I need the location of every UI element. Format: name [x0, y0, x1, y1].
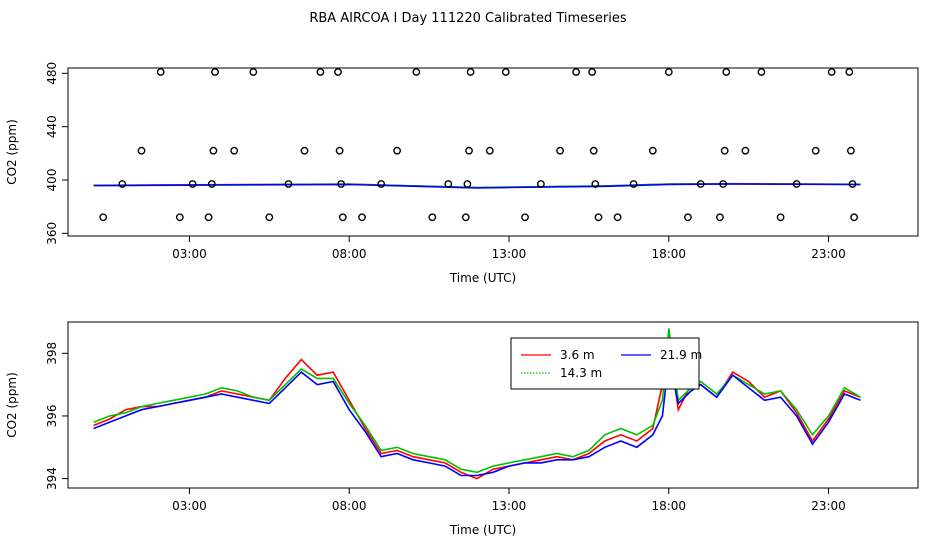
top-data-point	[588, 68, 596, 76]
top-ylabel: CO2 (ppm)	[5, 119, 19, 185]
top-ytick-label: 480	[45, 62, 59, 85]
top-data-point	[412, 68, 421, 76]
bottom-plot-frame	[67, 321, 919, 489]
bottom-series-line-14.3m	[93, 328, 861, 474]
legend-label-3.6m: 3.6 m	[560, 348, 595, 362]
top-data-point	[207, 180, 216, 188]
bottom-xlabel: Time (UTC)	[449, 523, 516, 537]
top-data-point	[594, 213, 603, 222]
top-data-point	[428, 213, 437, 222]
bottom-xtick-label: 13:00	[492, 499, 527, 513]
top-data-point	[300, 146, 309, 155]
bottom-series-line-21.9m	[93, 359, 861, 477]
bottom-axes: 03:00 08:00 13:00 18:00 23:00 394 396 398	[45, 342, 846, 513]
top-data-point	[648, 146, 657, 155]
top-data-point	[722, 68, 731, 76]
top-data-point	[848, 180, 857, 188]
top-xtick-label: 23:00	[811, 247, 846, 261]
top-data-point	[358, 213, 366, 222]
top-data-point	[265, 213, 274, 222]
top-data-point	[466, 68, 475, 76]
top-data-point	[204, 213, 213, 222]
top-plot-frame	[67, 67, 919, 237]
top-xtick-label: 18:00	[651, 247, 686, 261]
top-data-point	[230, 146, 239, 155]
top-ytick-label: 400	[45, 169, 59, 192]
top-data-point	[827, 68, 836, 76]
top-data-point	[776, 213, 785, 222]
legend-box	[510, 337, 700, 390]
top-data-point	[572, 68, 580, 76]
top-data-point	[284, 180, 293, 188]
top-xtick-label: 13:00	[492, 247, 527, 261]
top-data-point	[556, 146, 564, 155]
top-data-point	[521, 213, 529, 222]
top-xlabel: Time (UTC)	[449, 271, 516, 285]
top-data-point	[444, 180, 453, 188]
top-data-point	[684, 213, 692, 222]
top-data-point	[501, 68, 510, 76]
top-xtick-label: 03:00	[172, 247, 207, 261]
bottom-series-line-3.6m	[93, 343, 861, 480]
top-data-point	[337, 180, 346, 188]
top-data-point	[485, 146, 494, 155]
top-data-point	[716, 213, 724, 222]
bottom-xtick-label: 23:00	[811, 499, 846, 513]
top-data-point	[696, 180, 705, 188]
top-data-point	[377, 180, 386, 188]
top-data-point	[613, 213, 622, 222]
top-data-point	[188, 180, 197, 188]
top-data-point	[589, 146, 598, 155]
bottom-xtick-label: 03:00	[172, 499, 207, 513]
top-data-point	[156, 68, 165, 76]
top-data-point	[335, 146, 344, 155]
top-data-point	[334, 68, 342, 76]
top-marks	[93, 68, 861, 222]
top-data-point	[465, 146, 473, 155]
top-data-point	[316, 68, 325, 76]
bottom-panel: 03:00 08:00 13:00 18:00 23:00 394 396 398 Time …	[5, 321, 919, 537]
figure-title: RBA AIRCOA I Day 111220 Calibrated Times…	[309, 11, 627, 26]
top-data-point	[757, 68, 766, 76]
bottom-ylabel: CO2 (ppm)	[5, 372, 19, 438]
top-data-point	[720, 146, 729, 155]
top-data-point	[792, 180, 801, 188]
top-data-point	[211, 68, 219, 76]
top-panel: 03:00 08:00 13:00 18:00 23:00 360 400 440 480 Ti…	[5, 62, 919, 285]
legend-label-14.3m: 14.3 m	[560, 366, 602, 380]
bottom-ytick-label: 396	[45, 405, 59, 428]
bottom-xtick-label: 08:00	[332, 499, 367, 513]
top-ytick-label: 440	[45, 115, 59, 138]
bottom-ytick-label: 394	[45, 467, 59, 490]
bottom-marks	[93, 328, 861, 480]
top-data-point	[338, 213, 347, 222]
top-data-point	[175, 213, 184, 222]
top-data-point	[461, 213, 470, 222]
top-data-point	[393, 146, 401, 155]
top-data-point	[664, 68, 673, 76]
top-axes: 03:00 08:00 13:00 18:00 23:00 360 400 440 480	[45, 62, 846, 261]
top-data-point	[209, 146, 218, 155]
top-data-point	[845, 68, 854, 76]
bottom-ytick-label: 398	[45, 342, 59, 365]
top-data-point	[537, 180, 545, 188]
legend: 3.6 m 21.9 m 14.3 m	[510, 337, 702, 390]
top-data-point	[137, 146, 146, 155]
top-ytick-label: 360	[45, 222, 59, 245]
legend-label-21.9m: 21.9 m	[660, 348, 702, 362]
top-data-point	[719, 180, 727, 188]
top-data-point	[591, 180, 600, 188]
top-xtick-label: 08:00	[332, 247, 367, 261]
top-data-point	[850, 213, 858, 222]
top-data-point	[847, 146, 855, 155]
top-data-point	[741, 146, 750, 155]
bottom-xtick-label: 18:00	[651, 499, 686, 513]
top-data-point	[249, 68, 258, 76]
top-data-point	[99, 213, 108, 222]
top-data-point	[811, 146, 820, 155]
top-data-point	[118, 180, 127, 188]
top-data-point	[629, 180, 638, 188]
top-data-point	[463, 180, 472, 188]
